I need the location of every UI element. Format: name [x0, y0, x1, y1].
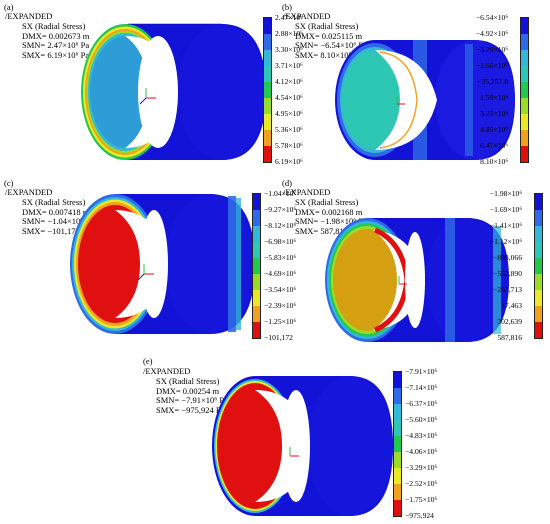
legend-value: −8.12×10⁶	[264, 221, 297, 230]
legend-value: −4.06×10⁶	[405, 447, 438, 456]
panel-label: (c)	[4, 178, 14, 188]
legend-value: −4.83×10⁶	[405, 431, 438, 440]
legend-value: −1.25×10⁶	[264, 317, 297, 326]
result-title: /EXPANDED	[283, 187, 331, 197]
legend-value: 4.12×10⁶	[275, 77, 303, 86]
stress-quantity: SX (Radial Stress)	[295, 21, 359, 31]
smx-value: SMX= 6.19×10⁶ Pa	[22, 49, 90, 60]
legend-value: −1.69×10⁶	[489, 205, 522, 214]
dmx-value: DMX= 0.025115 m	[295, 30, 363, 41]
cylinder-model-c	[70, 194, 255, 334]
dmx-value: DMX= 0.007418 m	[22, 206, 90, 217]
legend-value: −7.91×10⁶	[405, 367, 438, 376]
cylinder-model-b	[335, 40, 515, 160]
legend-value: 587,816	[497, 333, 522, 342]
legend-value: −5.83×10⁶	[264, 253, 297, 262]
legend-value: −6.37×10⁶	[405, 399, 438, 408]
dmx-value: DMX= 0.002168 m	[295, 206, 363, 217]
dmx-value: DMX= 0.002673 m	[22, 30, 90, 41]
legend-value: 2.47×10⁶	[275, 13, 303, 22]
legend-value: −101,172	[264, 333, 293, 342]
panel-label: (a)	[4, 2, 14, 12]
legend-value: −5.60×10⁶	[405, 415, 438, 424]
legend-value: −1.66×10⁶	[475, 61, 508, 70]
legend-value: 3.30×10⁶	[275, 45, 303, 54]
panel-label: (d)	[282, 178, 292, 188]
smn-value: SMN= −6.54×10⁶ Pa	[295, 40, 367, 50]
legend-value: −3.29×10⁶	[405, 463, 438, 472]
cylinder-model-a	[81, 23, 266, 160]
axis-triad-icon	[139, 88, 156, 105]
axis-triad-icon	[396, 96, 405, 105]
result-title: /EXPANDED	[283, 11, 331, 21]
legend-value: −975,924	[405, 511, 434, 520]
legend-value: 3.71×10⁶	[275, 61, 303, 70]
dmx-value: DMX= 0.00254 m	[156, 385, 220, 396]
axis-triad-icon	[289, 447, 299, 457]
legend-value: −6.98×10⁶	[264, 237, 297, 246]
smx-value: SMX= −975,924 Pa	[156, 404, 225, 415]
legend-value: −1.41×10⁶	[489, 221, 522, 230]
axis-triad-icon	[137, 264, 154, 281]
legend-value: −267,713	[493, 285, 522, 294]
legend-value: −552,890	[493, 269, 522, 278]
legend-value: 17,463	[501, 301, 522, 310]
smn-value: SMN= −1.98×10⁶ Pa	[295, 216, 367, 226]
legend-value: −2.39×10⁶	[264, 301, 297, 310]
cylinder-model-e	[212, 376, 393, 516]
legend-value: 8.10×10⁶	[480, 157, 508, 166]
legend-value: −3.29×10⁶	[475, 45, 508, 54]
legend-value: 2.88×10⁶	[275, 29, 303, 38]
legend-value: 6.47×10⁶	[480, 141, 508, 150]
legend-value: −7.14×10⁶	[405, 383, 438, 392]
result-title: /EXPANDED	[143, 366, 191, 376]
stress-quantity: SX (Radial Stress)	[295, 197, 359, 207]
legend-value: 3.22×10⁶	[480, 109, 508, 118]
legend-value: −1.75×10⁶	[405, 495, 438, 504]
stress-quantity: SX (Radial Stress)	[22, 197, 86, 207]
legend-value: 4.95×10⁶	[275, 109, 303, 118]
legend-value: −1.98×10⁶	[489, 189, 522, 198]
legend-value: 1.59×10⁶	[480, 93, 508, 102]
legend-value: −1.12×10⁶	[489, 237, 522, 246]
smx-value: SMX= 587,816 Pa	[295, 225, 359, 236]
legend-value: −4.92×10⁶	[475, 29, 508, 38]
legend-value: 5.36×10⁶	[275, 125, 303, 134]
smn-value: SMN= 2.47×10⁶ Pa	[22, 40, 90, 50]
panel-label: (b)	[282, 2, 292, 12]
result-title: /EXPANDED	[5, 11, 53, 21]
legend-value: −1.04×10⁷	[264, 189, 297, 198]
legend-value: −4.69×10⁶	[264, 269, 297, 278]
legend-value: −9.27×10⁶	[264, 205, 297, 214]
legend-value: 4.85×10⁶	[480, 125, 508, 134]
cylinder-model-d	[325, 218, 509, 342]
smx-value: SMX= −101,172 Pa	[22, 225, 91, 236]
legend-value: 5.78×10⁶	[275, 141, 303, 150]
smx-value: SMX= 8.10×10⁶ Pa	[295, 49, 363, 60]
panel-label: (e)	[143, 356, 153, 366]
legend-value: −2.52×10⁶	[405, 479, 438, 488]
legend-value: 6.19×10⁶	[275, 157, 303, 166]
legend-value: −3.54×10⁶	[264, 285, 297, 294]
smn-value: SMN= −7.91×10⁶ Pa	[156, 395, 228, 405]
legend-value: −6.54×10⁶	[475, 13, 508, 22]
smn-value: SMN= −1.04×10⁷ Pa	[22, 216, 94, 226]
axis-triad-icon	[398, 276, 407, 285]
legend-value: −35,257.8	[477, 77, 508, 86]
result-title: /EXPANDED	[5, 187, 53, 197]
stress-quantity: SX (Radial Stress)	[22, 21, 86, 31]
legend-value: −838,066	[493, 253, 522, 262]
stress-quantity: SX (Radial Stress)	[156, 376, 220, 386]
legend-value: 302,639	[497, 317, 522, 326]
legend-value: 4.54×10⁶	[275, 93, 303, 102]
